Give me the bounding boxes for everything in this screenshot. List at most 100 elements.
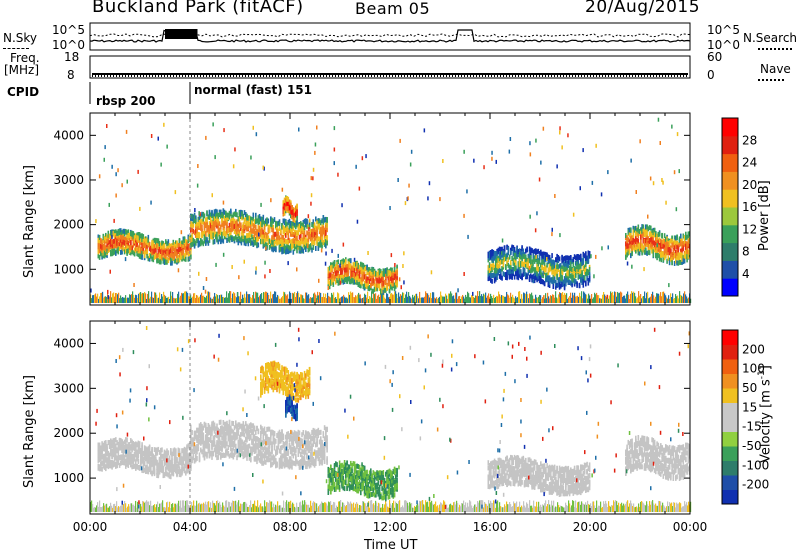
scatter-pixel (221, 221, 223, 227)
scatter-pixel (582, 265, 585, 271)
scatter-pixel (515, 256, 517, 262)
ground-scatter-pixel (600, 298, 602, 303)
ground-scatter-pixel (646, 292, 648, 303)
scatter-pixel (275, 238, 277, 244)
scatter-pixel (188, 236, 191, 242)
scatter-pixel (355, 276, 357, 282)
scatter-pixel (191, 221, 193, 227)
scatter-pixel (515, 271, 517, 277)
scatter-pixel (146, 237, 148, 243)
scatter-pixel (646, 250, 648, 256)
ground-scatter-pixel (681, 295, 683, 303)
scatter-pixel (343, 277, 346, 283)
scatter-pixel (370, 276, 372, 282)
scatter-pixel (153, 244, 156, 250)
ground-scatter-pixel (598, 295, 600, 303)
scatter-pixel (303, 232, 306, 238)
scatter-pixel (175, 243, 177, 249)
noise-pixel (240, 241, 243, 246)
ground-scatter-pixel (143, 293, 145, 303)
ground-scatter-pixel (664, 293, 666, 303)
scatter-pixel (300, 240, 302, 246)
scatter-pixel (368, 272, 371, 278)
noise-pixel (367, 251, 369, 255)
scatter-pixel (365, 282, 367, 288)
ground-scatter-pixel (390, 293, 392, 303)
scatter-pixel (551, 259, 553, 265)
scatter-pixel (180, 241, 182, 247)
ground-scatter-pixel (595, 294, 597, 303)
ground-scatter-pixel (613, 295, 615, 303)
ground-scatter-pixel (485, 292, 487, 303)
ground-scatter-pixel (123, 297, 125, 303)
scatter-pixel (271, 227, 273, 233)
ground-scatter-pixel (438, 297, 440, 303)
ground-scatter-pixel (287, 294, 289, 303)
ground-scatter-pixel (383, 293, 385, 303)
scatter-pixel (130, 239, 132, 245)
scatter-pixel (205, 231, 207, 237)
scatter-pixel (541, 272, 543, 278)
scatter-pixel (137, 247, 140, 252)
scatter-pixel (510, 260, 512, 266)
ground-scatter-pixel (571, 297, 573, 303)
scatter-pixel (487, 265, 490, 271)
scatter-pixel (293, 234, 296, 240)
scatter-pixel (142, 245, 145, 251)
scatter-pixel (545, 273, 547, 279)
nave-tick-bottom: 0 (707, 68, 715, 82)
scatter-pixel (371, 273, 373, 279)
scatter-pixel (631, 245, 633, 251)
scatter-pixel (112, 248, 115, 254)
scatter-pixel (635, 225, 637, 231)
scatter-pixel (252, 216, 255, 222)
scatter-pixel (535, 251, 537, 257)
scatter-pixel (543, 281, 546, 287)
ground-scatter-pixel (243, 297, 245, 303)
scatter-pixel (233, 223, 236, 229)
ground-scatter-pixel (567, 298, 569, 303)
ground-scatter-pixel (90, 294, 92, 303)
scatter-pixel (225, 220, 227, 226)
scatter-pixel (221, 217, 223, 223)
scatter-pixel (578, 273, 581, 279)
scatter-pixel (286, 249, 288, 254)
scatter-pixel (141, 233, 143, 239)
ground-scatter-pixel (658, 293, 660, 303)
scatter-pixel (261, 227, 263, 233)
scatter-pixel (320, 239, 322, 245)
scatter-pixel (295, 240, 297, 246)
scatter-pixel (248, 221, 251, 227)
scatter-pixel (198, 222, 201, 228)
scatter-pixel (392, 277, 395, 283)
scatter-pixel (583, 268, 586, 274)
scatter-pixel (628, 249, 631, 255)
scatter-pixel (253, 230, 256, 236)
scatter-pixel (321, 236, 323, 242)
scatter-pixel (588, 276, 591, 282)
scatter-pixel (148, 242, 151, 248)
scatter-pixel (190, 242, 192, 248)
ground-scatter-pixel (491, 296, 493, 303)
scatter-pixel (256, 236, 258, 241)
noise-pixel (543, 295, 545, 300)
ground-scatter-pixel (288, 298, 290, 303)
ground-scatter-pixel (103, 297, 105, 303)
noise-pixel (339, 280, 342, 285)
ground-scatter-pixel (458, 296, 460, 303)
scatter-pixel (518, 269, 521, 275)
scatter-pixel (136, 251, 138, 257)
ground-scatter-pixel (144, 292, 146, 303)
scatter-pixel (645, 224, 647, 230)
scatter-pixel (356, 268, 358, 274)
ground-scatter-pixel (654, 298, 656, 303)
ground-scatter-pixel (338, 293, 340, 303)
scatter-pixel (213, 231, 216, 237)
scatter-pixel (645, 248, 647, 254)
ground-scatter-pixel (490, 293, 492, 303)
noise-pixel (255, 270, 257, 275)
scatter-pixel (203, 225, 206, 231)
scatter-pixel (97, 234, 100, 240)
noise-pixel (600, 192, 603, 197)
scatter-pixel (496, 270, 498, 276)
